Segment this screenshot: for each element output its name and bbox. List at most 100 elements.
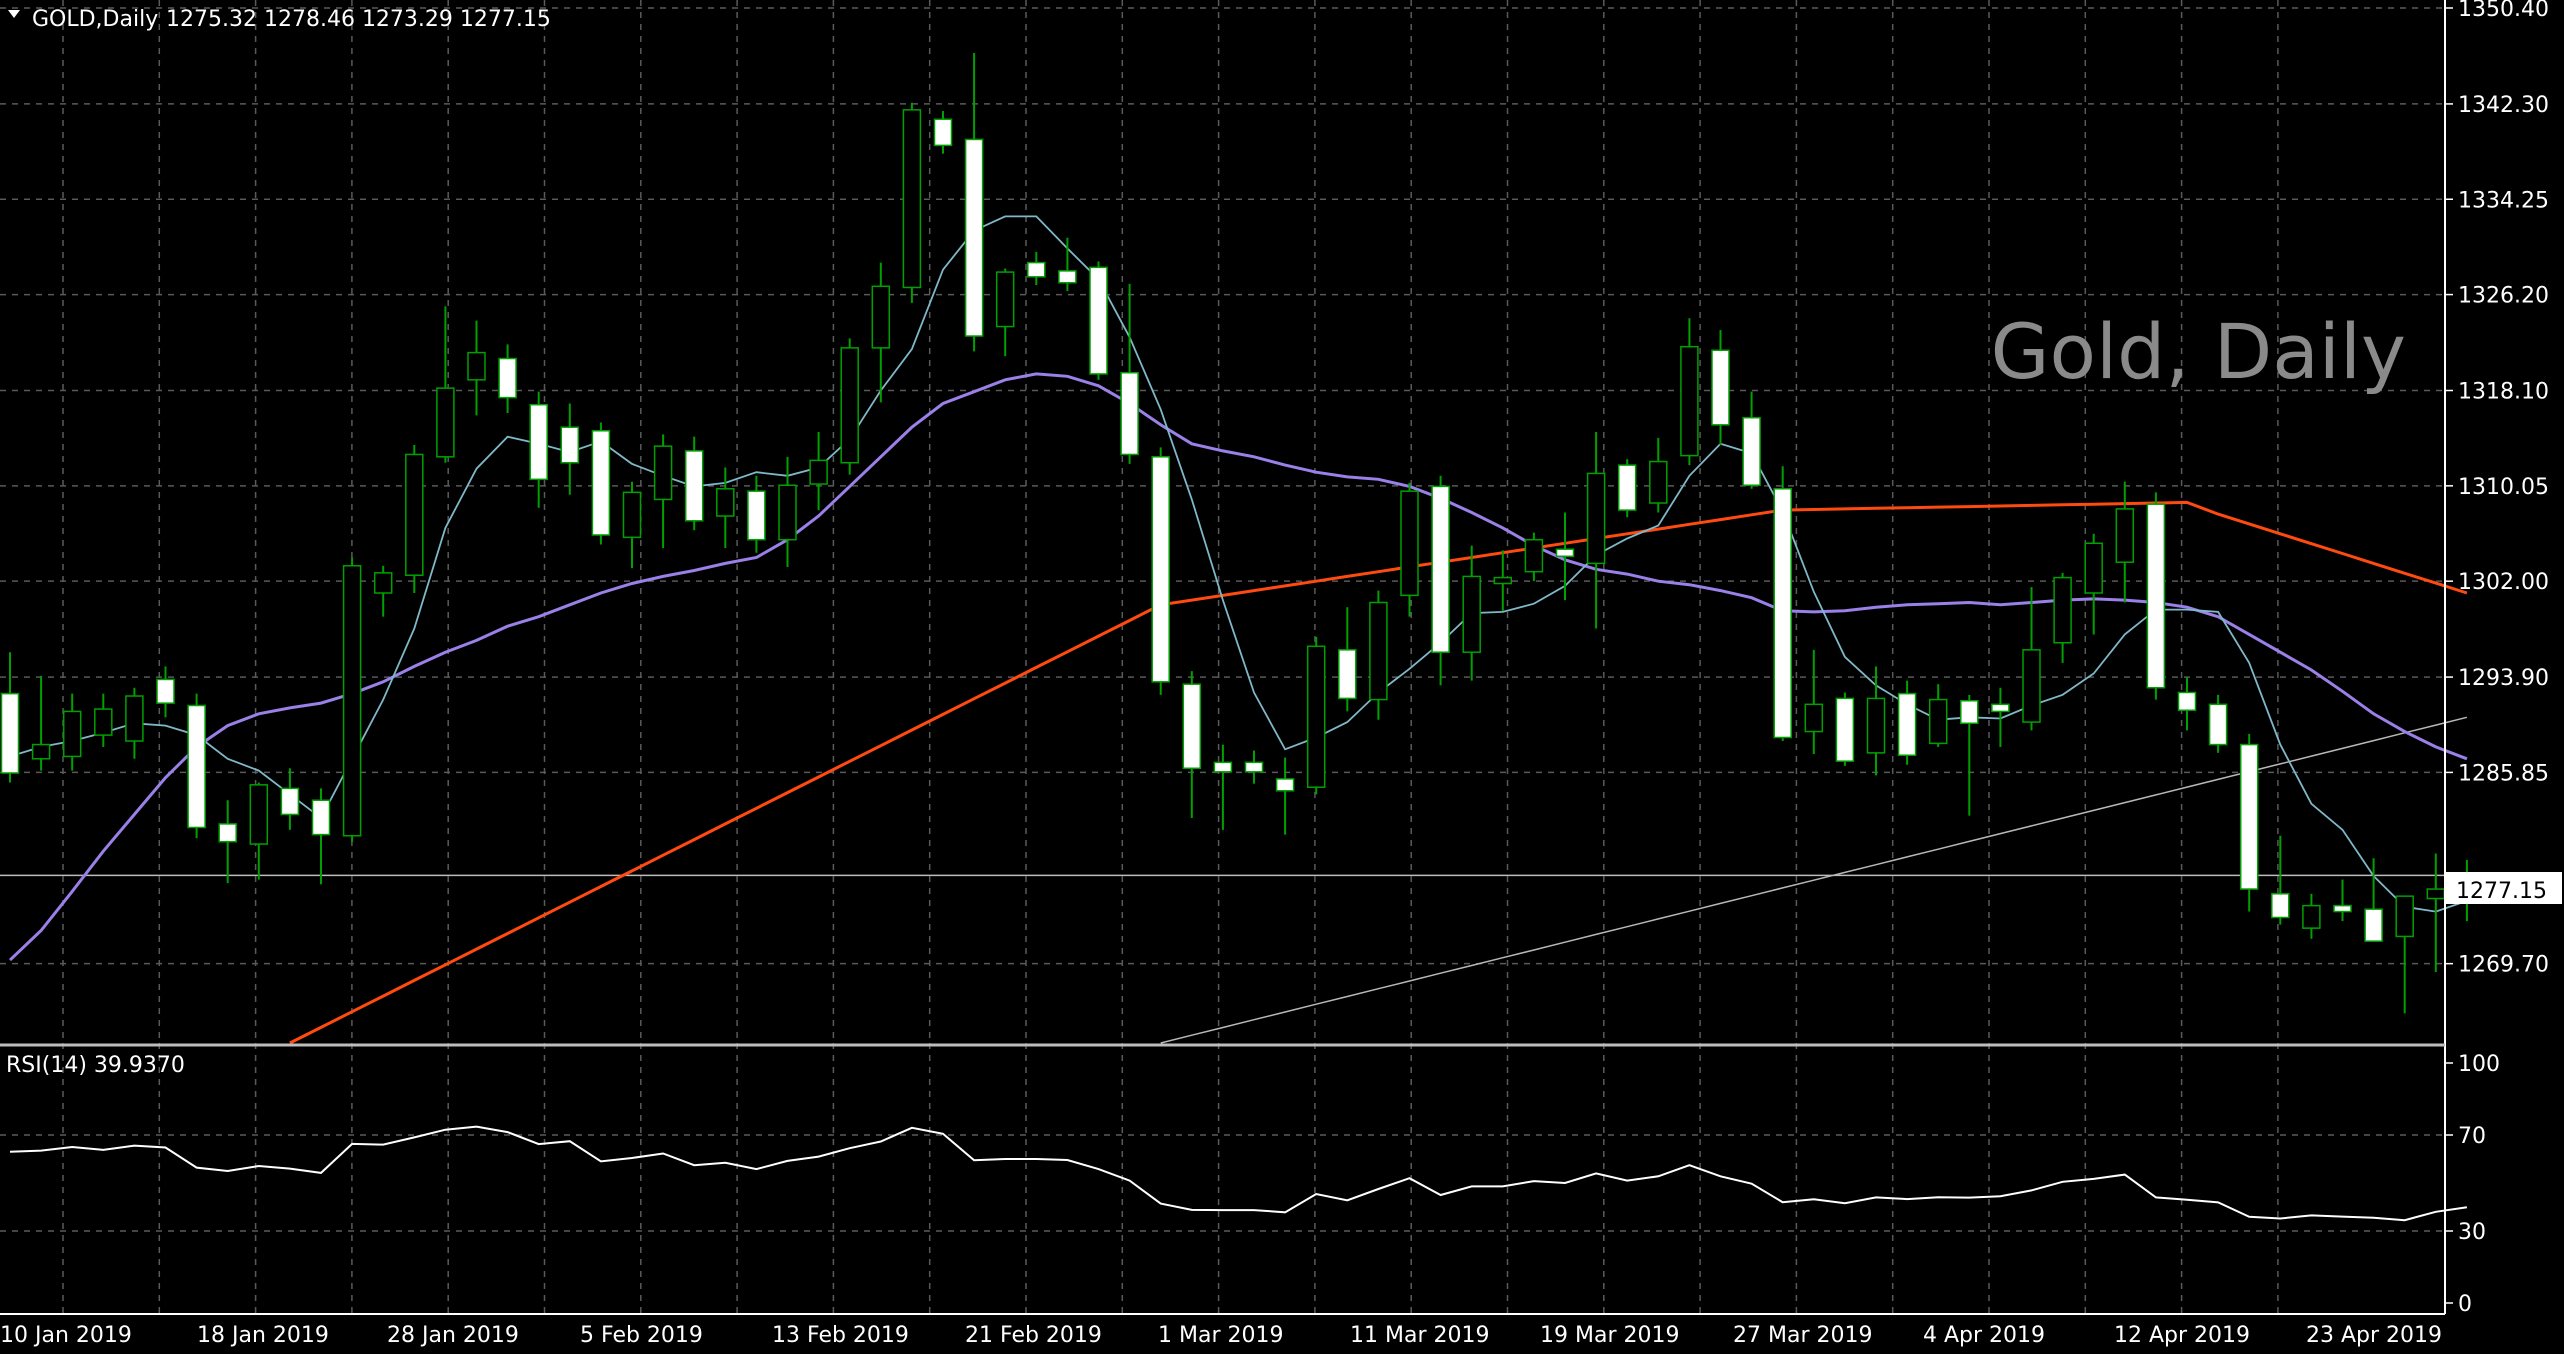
bull-candle <box>1680 345 1699 457</box>
bull-candle <box>342 565 362 837</box>
bear-candle <box>933 118 953 147</box>
rsi-tick-label: 70 <box>2458 1124 2486 1149</box>
bull-candle <box>716 488 735 517</box>
bear-candle <box>964 138 984 337</box>
bull-candle <box>2022 649 2041 723</box>
bull-candle <box>1804 703 1824 733</box>
bear-candle <box>1089 266 1108 375</box>
bear-candle <box>1182 683 1202 770</box>
rsi-panel <box>0 1125 2468 1232</box>
date-tick-label: 21 Feb 2019 <box>965 1323 1102 1348</box>
current-price-tag <box>2446 872 2562 904</box>
bear-candle <box>560 426 580 464</box>
ma-slow-line <box>289 500 2468 1045</box>
date-tick-label: 10 Jan 2019 <box>0 1323 132 1348</box>
price-tick-label: 1318.10 <box>2458 380 2549 405</box>
bear-candle <box>1058 270 1077 284</box>
bear-candle <box>2208 703 2228 746</box>
bear-candle <box>1027 261 1046 278</box>
bear-candle <box>1275 778 1295 792</box>
bear-candle <box>2333 904 2352 913</box>
bull-candle <box>373 572 393 594</box>
ma-fast-line <box>9 215 2468 913</box>
bear-candle <box>1617 464 1637 511</box>
bull-candle <box>125 695 144 742</box>
bear-candle <box>1151 456 1170 683</box>
bear-candle <box>1213 761 1233 773</box>
bull-candle <box>1400 490 1419 597</box>
bear-candle <box>1773 488 1792 739</box>
bear-candle <box>1120 371 1139 456</box>
price-tick-label: 1326.20 <box>2458 284 2549 309</box>
bear-candle <box>1835 697 1855 762</box>
bull-candle <box>1306 645 1326 788</box>
price-tick-label: 1293.90 <box>2458 666 2549 691</box>
bear-candle <box>1711 349 1730 426</box>
symbol-label: GOLD,Daily <box>32 7 158 32</box>
bull-candle <box>653 445 673 501</box>
bull-candle <box>840 347 859 464</box>
bear-candle <box>1244 761 1264 773</box>
collapse-triangle-icon[interactable] <box>8 10 20 18</box>
current-price-value: 1277.15 <box>2456 879 2547 904</box>
rsi-line <box>9 1125 2468 1222</box>
price-tick-label: 1285.85 <box>2458 761 2549 786</box>
bull-candle <box>1369 601 1388 701</box>
date-tick-label: 1 Mar 2019 <box>1158 1323 1283 1348</box>
bull-candle <box>31 743 51 760</box>
ohlc-readout: 1275.32 1278.46 1273.29 1277.15 <box>166 7 551 32</box>
bull-candle <box>622 491 642 539</box>
bull-candle <box>62 710 82 758</box>
date-tick-label: 11 Mar 2019 <box>1350 1323 1489 1348</box>
bear-candle <box>1897 692 1917 756</box>
bear-candle <box>2239 743 2259 890</box>
date-tick-label: 12 Apr 2019 <box>2114 1323 2250 1348</box>
bull-candle <box>2302 904 2321 929</box>
bull-candle <box>405 453 424 576</box>
bull-candle <box>2115 508 2135 563</box>
price-tick-label: 1310.05 <box>2458 475 2549 500</box>
candles <box>0 53 2477 1014</box>
bull-candle <box>249 784 269 845</box>
date-tick-label: 23 Apr 2019 <box>2306 1323 2442 1348</box>
bear-candle <box>1555 548 1575 558</box>
date-tick-label: 18 Jan 2019 <box>197 1323 329 1348</box>
bear-candle <box>0 692 20 774</box>
bear-candle <box>1742 416 1761 486</box>
bull-candle <box>2084 542 2103 594</box>
bull-candle <box>1462 575 1481 653</box>
bear-candle <box>1431 485 1450 653</box>
bull-candle <box>2426 888 2446 900</box>
date-tick-label: 28 Jan 2019 <box>387 1323 519 1348</box>
bear-candle <box>2177 691 2197 711</box>
bear-candle <box>2271 893 2290 919</box>
price-tick-label: 1342.30 <box>2458 93 2549 118</box>
bull-candle <box>2053 576 2072 644</box>
bull-candle <box>436 387 455 458</box>
bull-candle <box>1493 576 1513 585</box>
rsi-tick-label: 30 <box>2458 1220 2486 1245</box>
bull-candle <box>1866 697 1886 754</box>
bull-candle <box>2395 895 2414 938</box>
bear-candle <box>1338 649 1357 700</box>
bear-candle <box>498 357 517 399</box>
rsi-tick-label: 0 <box>2458 1292 2472 1317</box>
bull-candle <box>871 285 891 349</box>
bull-candle <box>778 484 797 541</box>
bull-candle <box>995 271 1015 328</box>
bear-candle <box>684 450 704 522</box>
bear-candle <box>156 678 175 704</box>
bear-candle <box>529 403 548 481</box>
rsi-tick-label: 100 <box>2458 1052 2500 1077</box>
date-tick-label: 13 Feb 2019 <box>772 1323 909 1348</box>
bear-candle <box>187 704 206 829</box>
bear-candle <box>311 799 331 836</box>
bear-candle <box>280 787 300 816</box>
bear-candle <box>1991 703 2010 713</box>
bull-candle <box>94 708 113 736</box>
bear-candle <box>218 823 237 843</box>
watermark-title: Gold, Daily <box>1991 307 2406 396</box>
bear-candle <box>1960 700 1979 725</box>
price-tick-label: 1302.00 <box>2458 570 2549 595</box>
